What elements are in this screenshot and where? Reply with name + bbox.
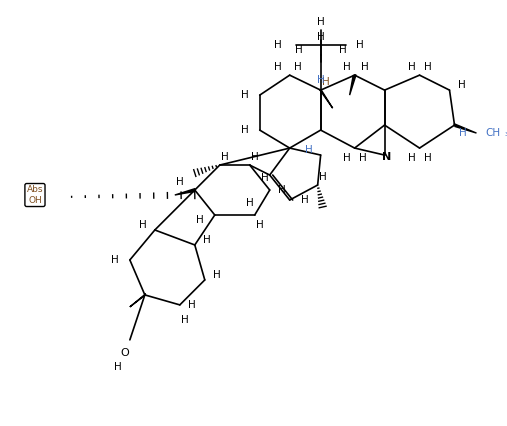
Text: H: H xyxy=(343,153,350,163)
Text: H: H xyxy=(317,17,324,27)
Text: H: H xyxy=(181,315,189,325)
Text: H: H xyxy=(188,300,196,310)
Polygon shape xyxy=(350,75,356,95)
Text: H: H xyxy=(213,270,221,280)
Text: O: O xyxy=(121,348,129,358)
Text: H: H xyxy=(261,173,269,183)
Text: H: H xyxy=(295,45,303,55)
Text: H: H xyxy=(301,195,309,205)
Text: H: H xyxy=(251,152,259,162)
Text: H: H xyxy=(361,62,369,72)
Text: H: H xyxy=(305,145,312,155)
Text: H: H xyxy=(111,255,119,265)
Text: H: H xyxy=(359,153,367,163)
Text: H: H xyxy=(339,45,346,55)
Text: H: H xyxy=(241,90,248,100)
Text: H: H xyxy=(203,235,210,245)
Text: H: H xyxy=(278,185,285,195)
Text: H: H xyxy=(274,40,281,50)
Text: H: H xyxy=(424,62,431,72)
Text: H: H xyxy=(317,32,324,42)
Text: H: H xyxy=(459,128,466,138)
Text: N: N xyxy=(382,152,391,162)
Text: H: H xyxy=(356,40,364,50)
Text: H: H xyxy=(246,198,254,208)
Text: H: H xyxy=(458,80,465,90)
Text: H: H xyxy=(317,75,324,85)
Text: H: H xyxy=(408,62,415,72)
Polygon shape xyxy=(319,89,333,108)
Text: H: H xyxy=(196,215,204,225)
Text: ₃: ₃ xyxy=(504,129,507,138)
Text: H: H xyxy=(139,220,147,230)
Text: H: H xyxy=(241,125,248,135)
Polygon shape xyxy=(130,294,146,307)
Polygon shape xyxy=(454,124,477,133)
Text: H: H xyxy=(343,62,350,72)
Text: H: H xyxy=(322,77,330,87)
Text: H: H xyxy=(256,220,264,230)
Text: CH: CH xyxy=(485,128,500,138)
Polygon shape xyxy=(175,189,195,195)
Text: H: H xyxy=(408,153,415,163)
Text: H: H xyxy=(424,153,431,163)
Text: H: H xyxy=(294,62,302,72)
Text: H: H xyxy=(319,172,327,182)
Text: H: H xyxy=(176,177,184,187)
Text: H: H xyxy=(114,362,122,372)
Text: H: H xyxy=(221,152,229,162)
Text: H: H xyxy=(274,62,281,72)
Text: Abs
OH: Abs OH xyxy=(27,185,43,205)
